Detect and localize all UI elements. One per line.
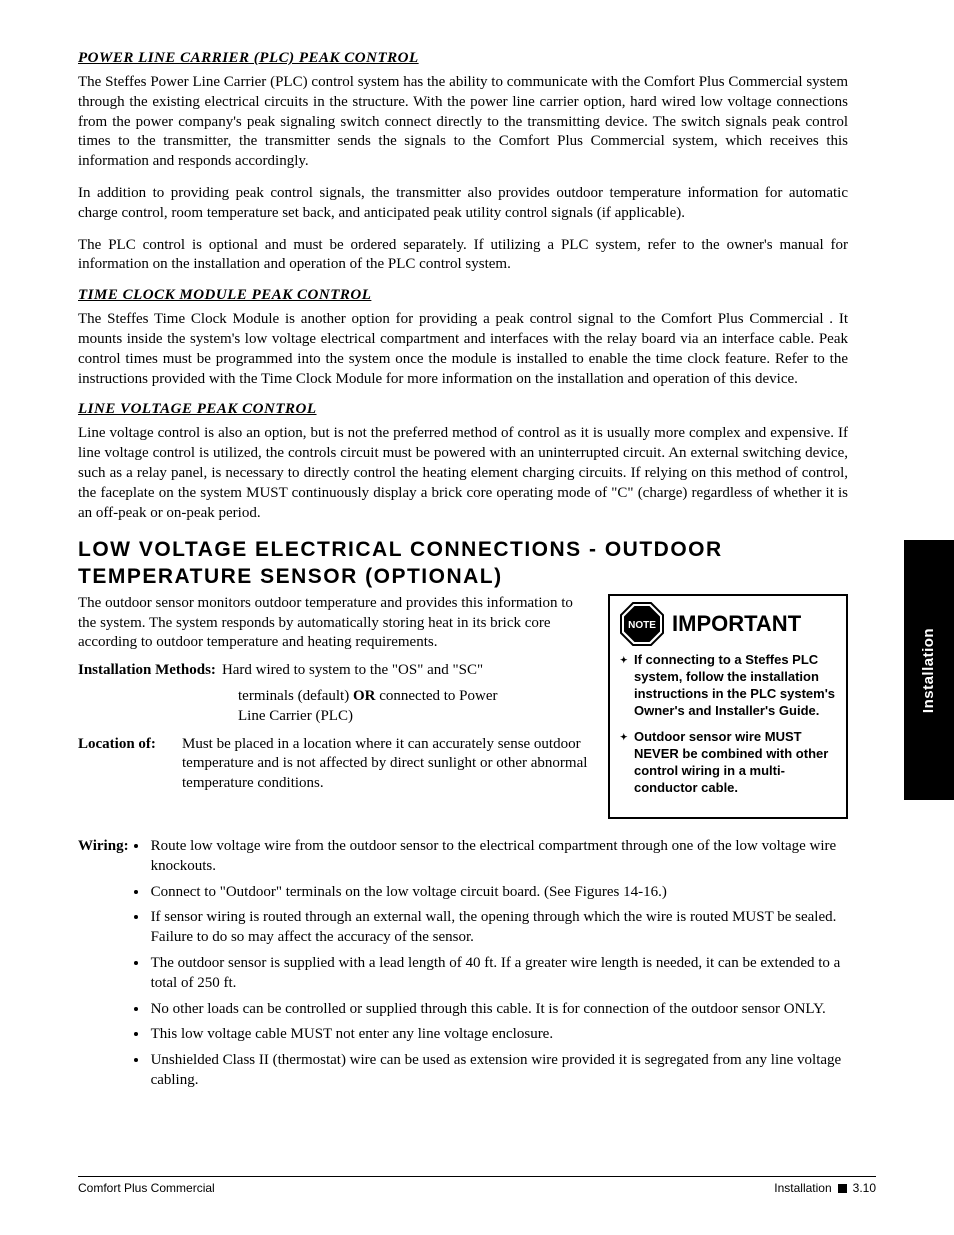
footer-right-label: Installation: [774, 1181, 831, 1195]
im-or: OR: [353, 688, 376, 704]
location-row: Location of: Must be placed in a locatio…: [78, 735, 594, 794]
plc-p3: The PLC control is optional and must be …: [78, 236, 848, 276]
location-label: Location of:: [78, 735, 182, 755]
note-badge-text: NOTE: [628, 620, 656, 631]
side-tab: Installation: [904, 540, 954, 800]
tcm-p1: The Steffes Time Clock Module is another…: [78, 310, 848, 389]
wiring-item: The outdoor sensor is supplied with a le…: [149, 954, 848, 994]
section-title: LOW VOLTAGE ELECTRICAL CONNECTIONS - OUT…: [78, 537, 848, 590]
square-bullet-icon: [838, 1184, 847, 1193]
lvpc-p1: Line voltage control is also an option, …: [78, 424, 848, 523]
install-methods-line1: Hard wired to system to the "OS" and "SC…: [222, 662, 483, 678]
note-list: If connecting to a Steffes PLC system, f…: [620, 652, 836, 797]
important-note-box: NOTE IMPORTANT If connecting to a Steffe…: [608, 594, 848, 819]
note-heading: IMPORTANT: [672, 611, 801, 637]
note-header: NOTE IMPORTANT: [620, 602, 836, 646]
wiring-row: Wiring: Route low voltage wire from the …: [78, 837, 848, 1097]
note-item: Outdoor sensor wire MUST NEVER be combin…: [634, 729, 836, 797]
wiring-item: Unshielded Class II (thermostat) wire ca…: [149, 1051, 848, 1091]
plc-p2: In addition to providing peak control si…: [78, 184, 848, 224]
outdoor-intro: The outdoor sensor monitors outdoor temp…: [78, 594, 588, 653]
wiring-item: If sensor wiring is routed through an ex…: [149, 908, 848, 948]
footer-page-number: 3.10: [853, 1181, 876, 1195]
note-octagon-icon: NOTE: [620, 602, 664, 646]
wiring-item: This low voltage cable MUST not enter an…: [149, 1025, 848, 1045]
page-footer: Comfort Plus Commercial Installation 3.1…: [78, 1176, 876, 1195]
plc-heading: POWER LINE CARRIER (PLC) PEAK CONTROL: [78, 50, 848, 67]
content-area: POWER LINE CARRIER (PLC) PEAK CONTROL Th…: [78, 50, 848, 1097]
install-methods-body: Hard wired to system to the "OS" and "SC…: [222, 661, 594, 681]
side-tab-label: Installation: [921, 627, 938, 712]
im-l2a: terminals (default): [238, 688, 353, 704]
wiring-item: Connect to "Outdoor" terminals on the lo…: [149, 883, 848, 903]
wiring-item: No other loads can be controlled or supp…: [149, 1000, 848, 1020]
footer-right: Installation 3.10: [774, 1181, 876, 1195]
lvpc-heading: LINE VOLTAGE PEAK CONTROL: [78, 401, 848, 418]
note-item: If connecting to a Steffes PLC system, f…: [634, 652, 836, 720]
location-body: Must be placed in a location where it ca…: [182, 735, 594, 794]
install-methods-label: Installation Methods:: [78, 661, 222, 681]
page: Installation POWER LINE CARRIER (PLC) PE…: [0, 0, 954, 1235]
plc-p1: The Steffes Power Line Carrier (PLC) con…: [78, 73, 848, 172]
outdoor-section: NOTE IMPORTANT If connecting to a Steffe…: [78, 594, 848, 827]
im-l2b: connected to Power: [375, 688, 497, 704]
wiring-item: Route low voltage wire from the outdoor …: [149, 837, 848, 877]
im-l3: Line Carrier (PLC): [238, 708, 353, 724]
install-methods-row: Installation Methods: Hard wired to syst…: [78, 661, 594, 681]
wiring-list: Route low voltage wire from the outdoor …: [133, 837, 848, 1097]
footer-left: Comfort Plus Commercial: [78, 1181, 215, 1195]
wiring-label: Wiring:: [78, 837, 133, 857]
tcm-heading: TIME CLOCK MODULE PEAK CONTROL: [78, 287, 848, 304]
